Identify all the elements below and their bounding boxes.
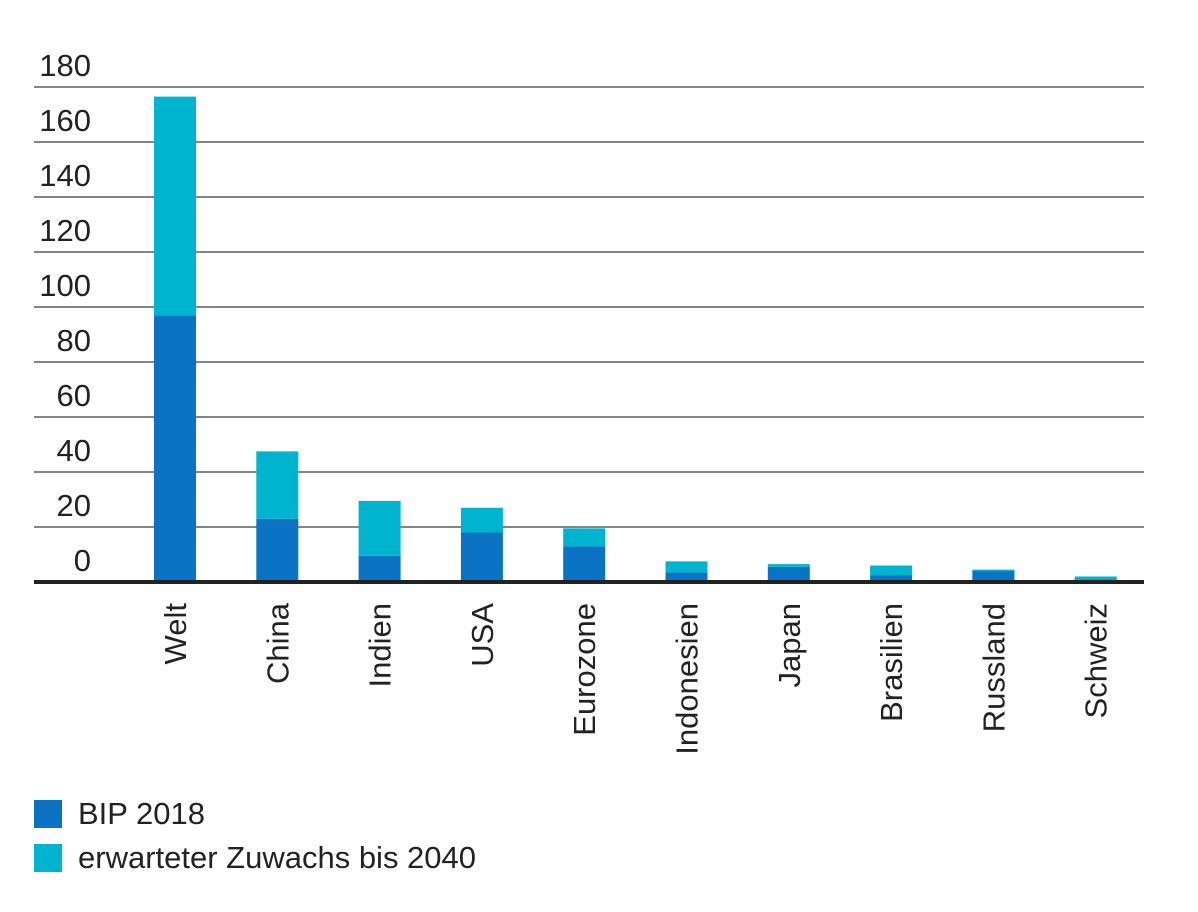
legend-swatch-bip-2018 bbox=[34, 800, 62, 828]
bar-welt-series-0 bbox=[154, 315, 196, 582]
x-tick-label-china: China bbox=[260, 602, 295, 684]
bar-indonesien-series-0 bbox=[665, 572, 708, 582]
bar-schweiz-series-1 bbox=[1074, 576, 1117, 580]
grid-lines bbox=[34, 86, 1144, 528]
y-tick-label: 80 bbox=[57, 323, 91, 358]
y-tick-label: 180 bbox=[39, 48, 91, 83]
bar-eurozone-series-1 bbox=[563, 528, 606, 547]
x-tick-label-usa: USA bbox=[465, 603, 500, 667]
bar-brasilien-series-0 bbox=[870, 575, 913, 582]
y-tick-label: 40 bbox=[57, 433, 91, 468]
bar-japan-series-1 bbox=[767, 564, 810, 567]
bar-indien-series-0 bbox=[358, 555, 401, 582]
y-tick-label: 60 bbox=[57, 378, 91, 413]
bar-russland-series-1 bbox=[972, 569, 1015, 571]
bar-eurozone-series-0 bbox=[563, 546, 606, 582]
legend: BIP 2018 erwarteter Zuwachs bis 2040 bbox=[34, 796, 476, 888]
bar-russland-series-0 bbox=[972, 571, 1015, 582]
x-tick-label-welt: Welt bbox=[158, 603, 193, 665]
bar-usa-series-1 bbox=[460, 507, 503, 533]
x-tick-label-indonesien: Indonesien bbox=[670, 603, 705, 755]
x-axis-tick-labels: Welt China Indien USA Eurozone Indonesien Japa… bbox=[158, 602, 1114, 754]
legend-label-bip-2018: BIP 2018 bbox=[78, 796, 205, 831]
legend-swatch-zuwachs-2040 bbox=[34, 844, 62, 872]
y-tick-label: 120 bbox=[39, 213, 91, 248]
legend-item-zuwachs-2040: erwarteter Zuwachs bis 2040 bbox=[34, 840, 476, 875]
bar-china-series-1 bbox=[256, 451, 299, 519]
x-tick-label-japan: Japan bbox=[772, 603, 807, 687]
bar-china-series-0 bbox=[256, 518, 299, 582]
y-axis-tick-labels: 0 20 40 60 80 100 120 140 160 180 bbox=[39, 48, 91, 578]
bar-indonesien-series-1 bbox=[665, 561, 708, 573]
bar-usa-series-0 bbox=[460, 532, 503, 582]
x-tick-label-russland: Russland bbox=[976, 603, 1011, 732]
bars bbox=[154, 96, 1117, 582]
y-tick-label: 140 bbox=[39, 158, 91, 193]
x-tick-label-eurozone: Eurozone bbox=[567, 603, 602, 736]
x-tick-label-brasilien: Brasilien bbox=[874, 603, 909, 722]
bar-welt-series-1 bbox=[154, 96, 196, 316]
y-tick-label: 20 bbox=[57, 488, 91, 523]
legend-label-zuwachs-2040: erwarteter Zuwachs bis 2040 bbox=[78, 840, 477, 875]
bar-indien-series-1 bbox=[358, 500, 401, 556]
y-tick-label: 0 bbox=[74, 543, 91, 578]
x-tick-label-schweiz: Schweiz bbox=[1079, 603, 1114, 718]
bar-japan-series-0 bbox=[767, 566, 810, 582]
x-tick-label-indien: Indien bbox=[363, 603, 398, 687]
y-tick-label: 160 bbox=[39, 103, 91, 138]
bar-brasilien-series-1 bbox=[870, 565, 913, 576]
y-tick-label: 100 bbox=[39, 268, 91, 303]
legend-item-bip-2018: BIP 2018 bbox=[34, 796, 476, 831]
